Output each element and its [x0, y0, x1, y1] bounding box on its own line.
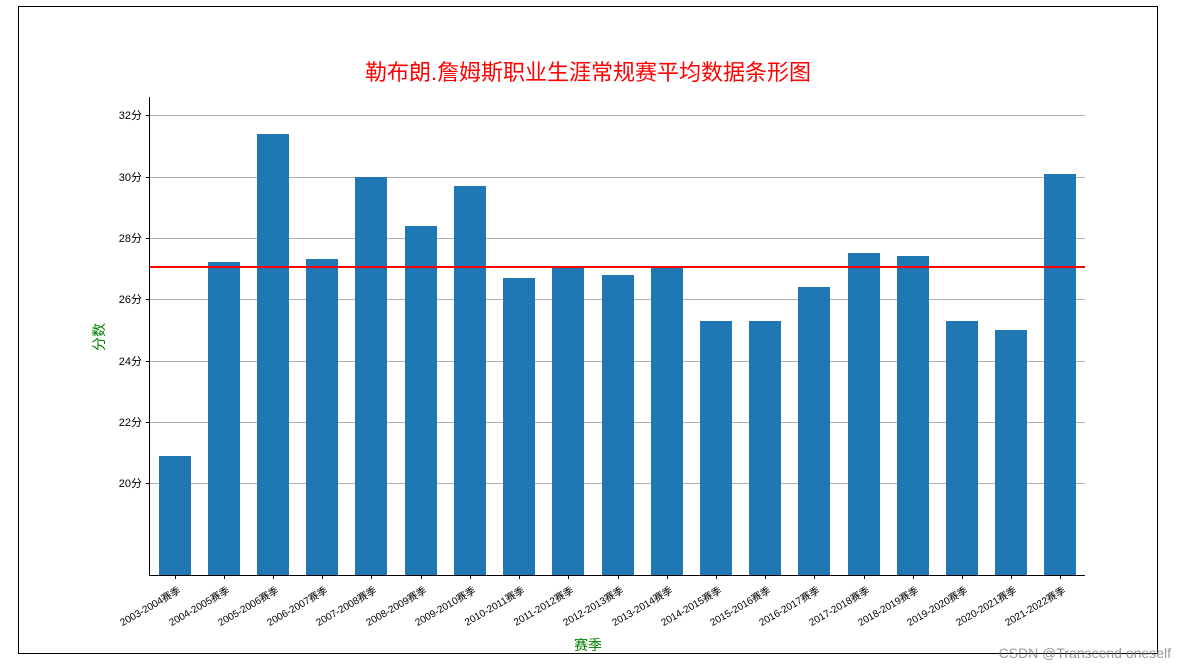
y-tick-label: 24分	[119, 353, 142, 369]
x-tick-mark	[568, 575, 569, 579]
bar	[1044, 174, 1076, 575]
bar	[946, 321, 978, 575]
x-tick-mark	[962, 575, 963, 579]
bar	[700, 321, 732, 575]
x-tick-mark	[224, 575, 225, 579]
x-tick-mark	[814, 575, 815, 579]
gridline	[150, 177, 1085, 178]
bar	[848, 253, 880, 575]
y-tick-mark	[146, 177, 150, 178]
y-tick-mark	[146, 483, 150, 484]
x-tick-label: 2021-2022赛季	[974, 582, 1068, 645]
bar	[405, 226, 437, 575]
bar	[602, 275, 634, 575]
x-tick-mark	[1011, 575, 1012, 579]
plot-area: 20分22分24分26分28分30分32分2003-2004赛季2004-200…	[149, 97, 1085, 576]
bar	[454, 186, 486, 575]
y-tick-mark	[146, 115, 150, 116]
bar	[995, 330, 1027, 575]
bar	[798, 287, 830, 575]
bar	[503, 278, 535, 575]
y-tick-mark	[146, 422, 150, 423]
bar	[651, 266, 683, 575]
y-tick-mark	[146, 361, 150, 362]
y-tick-mark	[146, 238, 150, 239]
bar	[208, 262, 240, 575]
x-tick-mark	[618, 575, 619, 579]
chart-title: 勒布朗.詹姆斯职业生涯常规赛平均数据条形图	[19, 55, 1157, 87]
gridline	[150, 115, 1085, 116]
bar	[749, 321, 781, 575]
y-tick-mark	[146, 299, 150, 300]
x-tick-mark	[470, 575, 471, 579]
x-tick-mark	[421, 575, 422, 579]
x-tick-mark	[273, 575, 274, 579]
x-axis-label: 赛季	[574, 635, 602, 655]
x-tick-mark	[716, 575, 717, 579]
x-tick-mark	[1060, 575, 1061, 579]
x-tick-mark	[175, 575, 176, 579]
bar	[306, 259, 338, 575]
x-tick-mark	[864, 575, 865, 579]
x-tick-mark	[371, 575, 372, 579]
gridline	[150, 238, 1085, 239]
x-tick-mark	[667, 575, 668, 579]
x-tick-mark	[913, 575, 914, 579]
bar	[159, 456, 191, 576]
bar	[355, 177, 387, 575]
x-tick-mark	[765, 575, 766, 579]
x-tick-mark	[519, 575, 520, 579]
y-tick-label: 28分	[119, 230, 142, 246]
watermark-text: CSDN @Transcend oneself	[999, 645, 1171, 661]
y-tick-label: 30分	[119, 169, 142, 185]
average-line	[150, 266, 1085, 268]
y-tick-label: 26分	[119, 291, 142, 307]
x-tick-mark	[322, 575, 323, 579]
y-tick-label: 22分	[119, 414, 142, 430]
y-tick-label: 20分	[119, 475, 142, 491]
bar	[897, 256, 929, 575]
bar	[552, 266, 584, 575]
figure-frame: 勒布朗.詹姆斯职业生涯常规赛平均数据条形图 20分22分24分26分28分30分…	[18, 6, 1158, 654]
y-tick-label: 32分	[119, 107, 142, 123]
y-axis-label: 分数	[89, 323, 109, 351]
bar	[257, 134, 289, 575]
